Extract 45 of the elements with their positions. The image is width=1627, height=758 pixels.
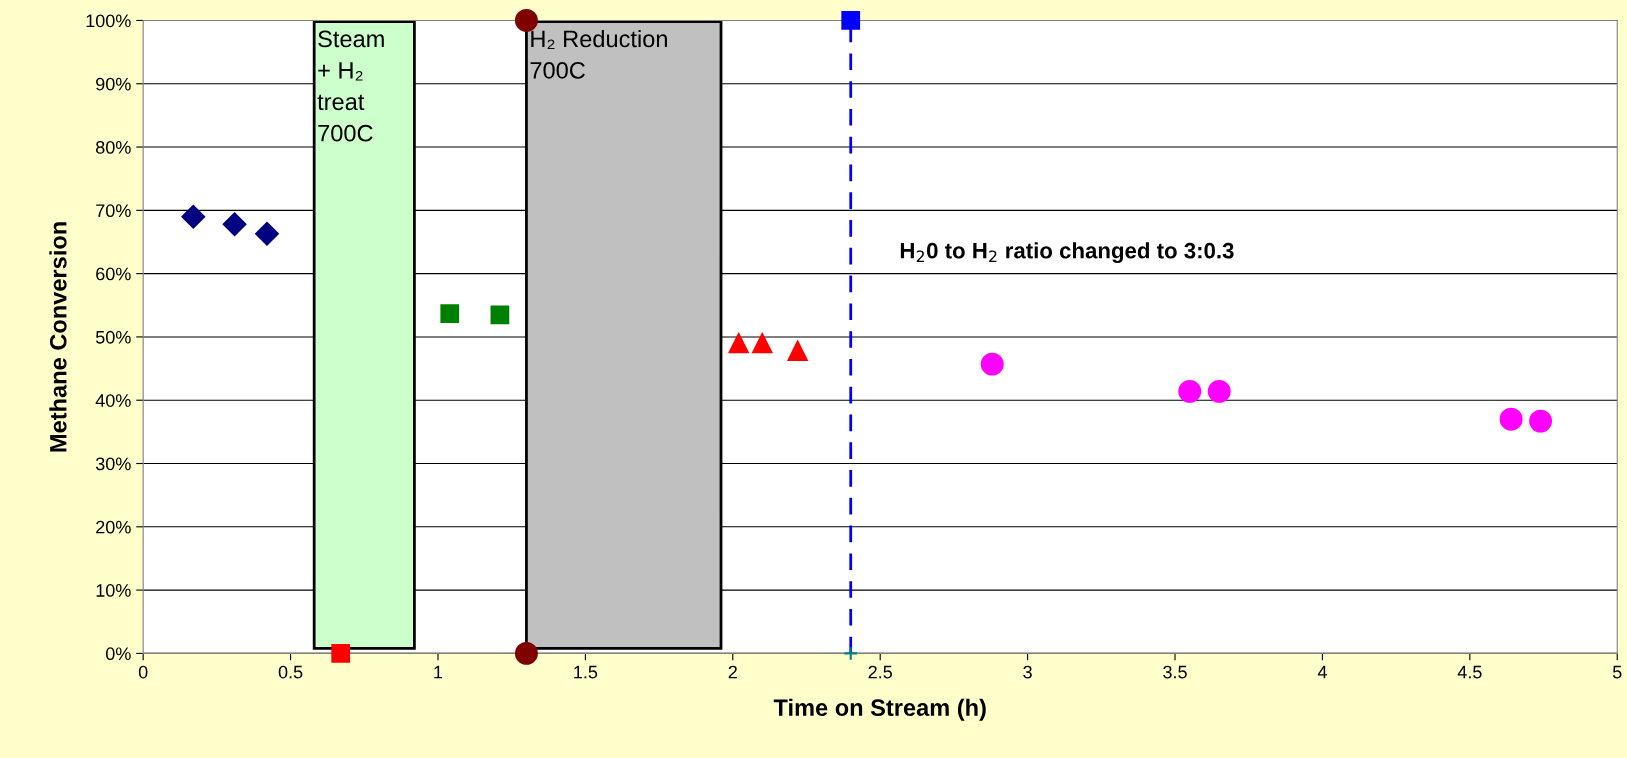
- y-tick-label: 80%: [96, 140, 131, 154]
- y-tick-label: 40%: [95, 394, 131, 407]
- x-tick-label: 4.5: [1457, 665, 1482, 679]
- x-tick-label: 5: [1612, 665, 1622, 679]
- point: [490, 305, 510, 325]
- x-axis-title: Time on Stream (h): [773, 698, 986, 721]
- x-tick-label: 2: [728, 665, 737, 679]
- band-label: H₂ Reduction 700C: [530, 29, 667, 79]
- point: [787, 340, 808, 361]
- point: [752, 333, 773, 354]
- x-tick-label: 4: [1317, 665, 1327, 679]
- y-tick-label: 0%: [105, 647, 131, 661]
- x-tick-label: 0: [138, 665, 148, 679]
- point: [514, 641, 538, 665]
- point: [843, 646, 859, 661]
- x-tick-label: 3: [1023, 665, 1032, 679]
- point: [440, 304, 460, 323]
- point: [980, 352, 1004, 376]
- y-tick-label: 30%: [95, 457, 131, 471]
- x-tick-label: 1: [434, 665, 443, 679]
- y-tick-label: 50%: [95, 330, 131, 344]
- y-tick-label: 60%: [96, 267, 131, 281]
- y-tick-label: 100%: [86, 14, 131, 28]
- point: [1207, 379, 1231, 403]
- annotation: H$_{2}$0 to H$_{2}$ ratio changed to 3:0.3: [900, 242, 1234, 264]
- x-tick-label: 1.5: [574, 665, 598, 679]
- point: [181, 204, 206, 229]
- point: [1499, 407, 1523, 431]
- point: [331, 644, 351, 663]
- y-axis-title: Methane Conversion: [49, 222, 67, 452]
- band-label: Steam + H₂ treat 700C: [317, 30, 384, 142]
- point: [841, 11, 861, 30]
- y-tick-label: 70%: [96, 204, 131, 218]
- x-tick-label: 2.5: [868, 665, 892, 679]
- point: [1178, 379, 1202, 403]
- x-tick-label: 3.5: [1163, 665, 1187, 679]
- point: [514, 9, 538, 32]
- point: [222, 212, 247, 237]
- y-tick-label: 20%: [96, 520, 131, 534]
- y-tick-label: 90%: [96, 77, 131, 91]
- point: [728, 333, 749, 354]
- point: [255, 221, 279, 246]
- y-tick-label: 10%: [96, 584, 131, 597]
- point: [1529, 409, 1553, 433]
- x-tick-label: 0.5: [278, 665, 303, 679]
